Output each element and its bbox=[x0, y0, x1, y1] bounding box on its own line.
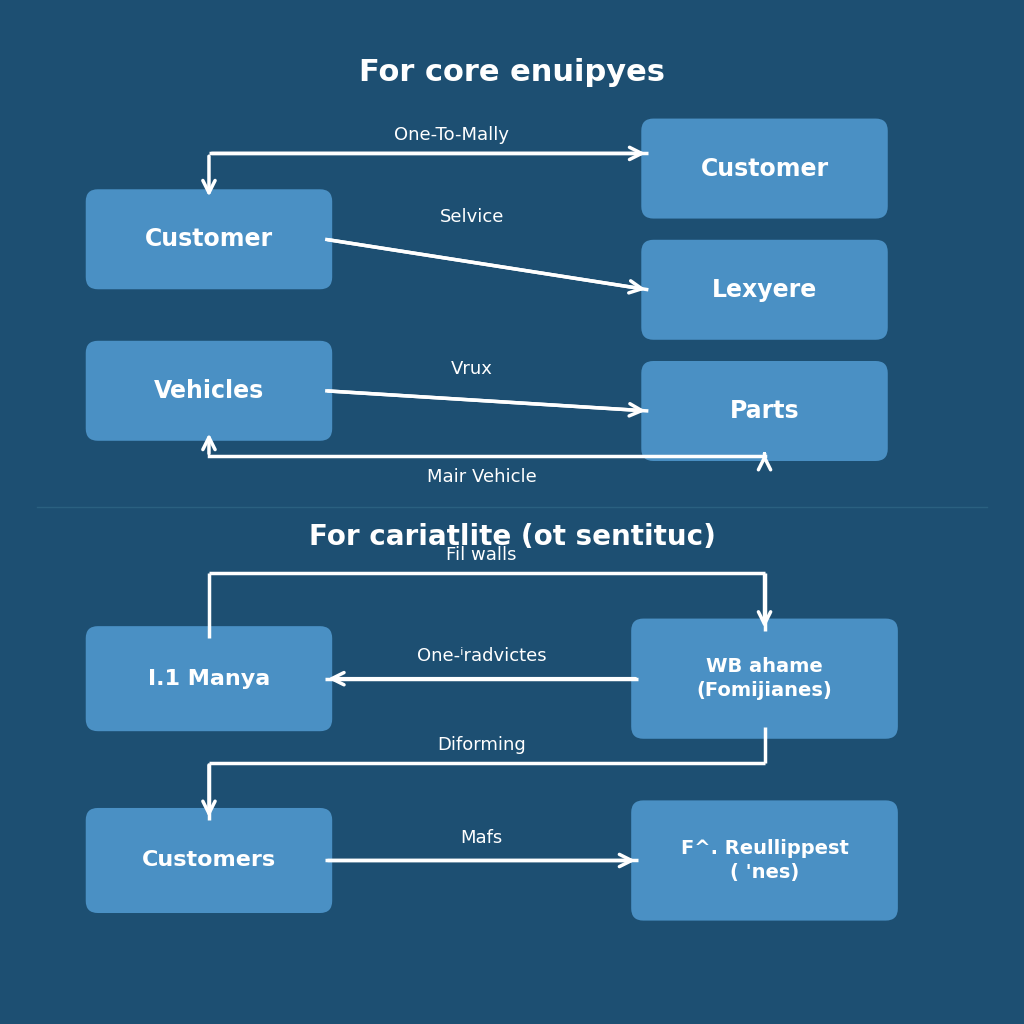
Text: Diforming: Diforming bbox=[437, 736, 526, 755]
FancyBboxPatch shape bbox=[641, 361, 888, 461]
FancyBboxPatch shape bbox=[86, 808, 332, 913]
Text: For core enuipyes: For core enuipyes bbox=[359, 58, 665, 87]
Text: Fil walls: Fil walls bbox=[446, 547, 517, 564]
Text: One-To-Mally: One-To-Mally bbox=[394, 126, 509, 144]
Text: WB ahame
(Fomijianes): WB ahame (Fomijianes) bbox=[696, 657, 833, 700]
FancyBboxPatch shape bbox=[631, 801, 898, 921]
Text: One-ⁱradvictes: One-ⁱradvictes bbox=[417, 647, 547, 666]
Text: Mafs: Mafs bbox=[461, 829, 503, 847]
Text: I.1 Manya: I.1 Manya bbox=[147, 669, 270, 689]
Text: Lexyere: Lexyere bbox=[712, 278, 817, 302]
FancyBboxPatch shape bbox=[631, 618, 898, 738]
Text: Selvice: Selvice bbox=[439, 208, 504, 226]
FancyBboxPatch shape bbox=[86, 341, 332, 440]
Text: For cariatlite (ot sentituc): For cariatlite (ot sentituc) bbox=[308, 523, 716, 551]
Text: Vehicles: Vehicles bbox=[154, 379, 264, 402]
FancyBboxPatch shape bbox=[86, 189, 332, 289]
Text: Customers: Customers bbox=[142, 851, 276, 870]
Text: Customer: Customer bbox=[145, 227, 273, 251]
FancyBboxPatch shape bbox=[86, 626, 332, 731]
Text: Vrux: Vrux bbox=[451, 359, 493, 378]
Text: Mair Vehicle: Mair Vehicle bbox=[427, 468, 537, 485]
FancyBboxPatch shape bbox=[641, 119, 888, 218]
Text: Customer: Customer bbox=[700, 157, 828, 180]
Text: F^. Reullippest
( 'nes): F^. Reullippest ( 'nes) bbox=[681, 840, 849, 882]
Text: Parts: Parts bbox=[730, 399, 800, 423]
FancyBboxPatch shape bbox=[641, 240, 888, 340]
